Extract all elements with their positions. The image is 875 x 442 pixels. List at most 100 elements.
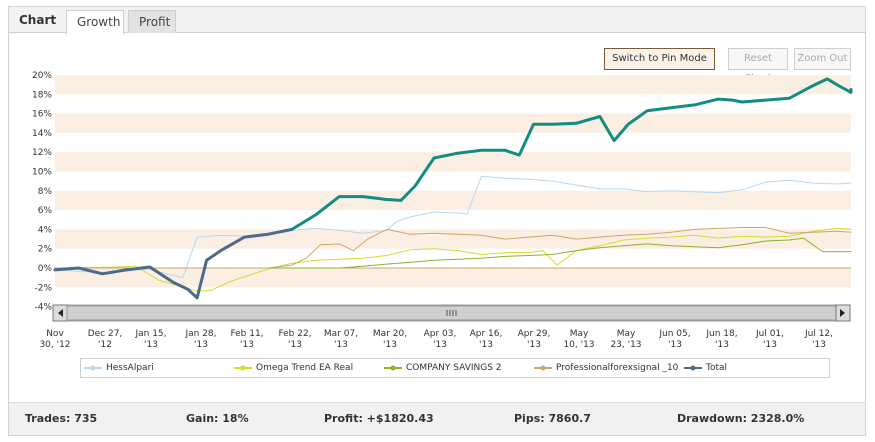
x-tick-label-line: 30, '12: [39, 340, 70, 350]
y-tick-label: 2%: [38, 245, 53, 255]
x-tick-label-line: '13: [715, 340, 729, 350]
chevron-right-icon: [840, 309, 845, 317]
legend-marker-icon: [534, 365, 552, 371]
x-tick-label-line: Mar 07,: [324, 329, 358, 339]
y-tick-label: 8%: [38, 187, 53, 197]
scrollbar-thumb[interactable]: [66, 305, 837, 321]
x-tick-label: Jun 05, '13: [658, 329, 690, 350]
plot-band: [55, 75, 851, 95]
y-tick-label: -2%: [34, 283, 52, 293]
x-tick-label-line: '13: [763, 340, 777, 350]
series-line-1[interactable]: [54, 227, 852, 292]
x-tick-label-line: '13: [288, 340, 302, 350]
plot-background: [55, 75, 851, 288]
x-tick-label-line: Apr 16,: [470, 329, 503, 339]
y-tick-label: 14%: [32, 129, 52, 139]
zoom-out-button[interactable]: Zoom Out: [794, 48, 851, 70]
series-line-3[interactable]: [54, 227, 852, 269]
x-tick-label-line: '13: [668, 340, 682, 350]
x-tick-label-line: May: [570, 329, 589, 339]
x-tick-label-line: May: [617, 329, 636, 339]
series-line-0[interactable]: [54, 175, 852, 279]
x-tick-label-line: '13: [479, 340, 493, 350]
x-tick-label-line: '13: [240, 340, 254, 350]
x-tick-label-line: Apr 03,: [424, 329, 457, 339]
y-tick-label: -4%: [34, 303, 52, 313]
plot-band: [55, 113, 851, 133]
x-tick-label-line: '13: [812, 340, 826, 350]
x-tick-label-line: Feb 22,: [278, 329, 311, 339]
x-tick-label: Jun 18, '13: [705, 329, 737, 350]
x-tick-label-line: Jun 05,: [658, 329, 690, 339]
y-tick-label: 0%: [38, 264, 53, 274]
y-axis: 20% 18% 16% 14% 12% 10% 8% 6% 4% 2% 0% -2% -4%: [32, 71, 52, 313]
stat-profit: Profit: +$1820.43: [324, 412, 434, 425]
y-tick-label: 4%: [38, 225, 53, 235]
x-tick-label: May 23, '13: [610, 329, 641, 350]
x-tick-label: May 10, '13: [563, 329, 594, 350]
x-tick-label: Mar 07, '13: [324, 329, 358, 350]
legend-marker-icon: [234, 365, 252, 371]
y-tick-label: 18%: [32, 90, 52, 100]
x-tick-label-line: '13: [334, 340, 348, 350]
switch-to-pin-mode-button[interactable]: Switch to Pin Mode: [604, 48, 715, 70]
legend-marker-icon: [384, 365, 402, 371]
x-tick-label: Dec 27, '12: [88, 329, 123, 350]
x-tick-label-line: 10, '13: [563, 340, 594, 350]
tab-profit[interactable]: Profit: [128, 10, 176, 33]
chart-scrollbar[interactable]: [52, 304, 851, 322]
x-tick-label-line: 23, '13: [610, 340, 641, 350]
panel-title: Chart: [19, 13, 57, 27]
growth-chart[interactable]: 20% 18% 16% 14% 12% 10% 8% 6% 4% 2% 0% -2% -4% Nov 30…: [9, 7, 865, 357]
x-tick-label-line: '13: [433, 340, 447, 350]
x-tick-label: Mar 20, '13: [373, 329, 407, 350]
chart-legend: HessAlpari Omega Trend EA Real COMPANY S…: [80, 358, 830, 378]
tab-bar: Chart Growth Profit: [9, 7, 865, 34]
series-line-2[interactable]: [54, 237, 852, 269]
x-tick-label-line: Dec 27,: [88, 329, 123, 339]
legend-marker-icon: [684, 365, 702, 371]
stat-pips: Pips: 7860.7: [514, 412, 591, 425]
x-tick-label-line: Mar 20,: [373, 329, 407, 339]
series-lines: [53, 77, 853, 300]
scrollbar-grip-icon: [446, 310, 457, 316]
plot-band: [55, 152, 851, 172]
x-tick-label-line: Apr 29,: [518, 329, 551, 339]
x-tick-label-line: '13: [144, 340, 158, 350]
x-tick-label-line: Jun 18,: [705, 329, 737, 339]
legend-marker-icon: [84, 365, 102, 371]
x-tick-label: Jul 12, '13: [804, 329, 833, 350]
x-tick-label-line: '13: [527, 340, 541, 350]
x-tick-label: Jul 01, '13: [755, 329, 784, 350]
legend-label: Omega Trend EA Real: [256, 363, 354, 373]
stat-drawdown: Drawdown: 2328.0%: [677, 412, 805, 425]
x-tick-label: Apr 16, '13: [470, 329, 503, 350]
stats-bar: Trades: 735 Gain: 18% Profit: +$1820.43 …: [9, 402, 865, 435]
x-tick-label-line: '13: [383, 340, 397, 350]
series-line-5[interactable]: [290, 77, 853, 231]
tab-growth[interactable]: Growth: [66, 10, 124, 34]
y-tick-label: 10%: [32, 168, 52, 178]
x-tick-label: Apr 29, '13: [518, 329, 551, 350]
stat-trades: Trades: 735: [25, 412, 98, 425]
series-line-4[interactable]: [53, 227, 294, 300]
x-tick-label: Feb 11, '13: [230, 329, 263, 350]
x-tick-label-line: Nov: [46, 329, 64, 339]
chevron-left-icon: [58, 309, 63, 317]
legend-label: Total: [706, 363, 728, 373]
x-tick-label: Jan 15, '13: [134, 329, 166, 350]
x-tick-label-line: Jan 28,: [184, 329, 216, 339]
y-tick-label: 6%: [38, 206, 53, 216]
x-tick-label-line: '13: [194, 340, 208, 350]
plot-band: [55, 190, 851, 211]
y-tick-label: 20%: [32, 71, 52, 81]
x-tick-label: Feb 22, '13: [278, 329, 311, 350]
y-tick-label: 12%: [32, 148, 52, 158]
legend-label: COMPANY SAVINGS 2: [406, 363, 502, 373]
x-tick-label: Nov 30, '12: [39, 329, 70, 350]
x-tick-label-line: Feb 11,: [230, 329, 263, 339]
plot-band: [55, 268, 851, 288]
x-tick-label-line: Jul 01,: [755, 329, 784, 339]
y-tick-label: 16%: [32, 110, 52, 120]
